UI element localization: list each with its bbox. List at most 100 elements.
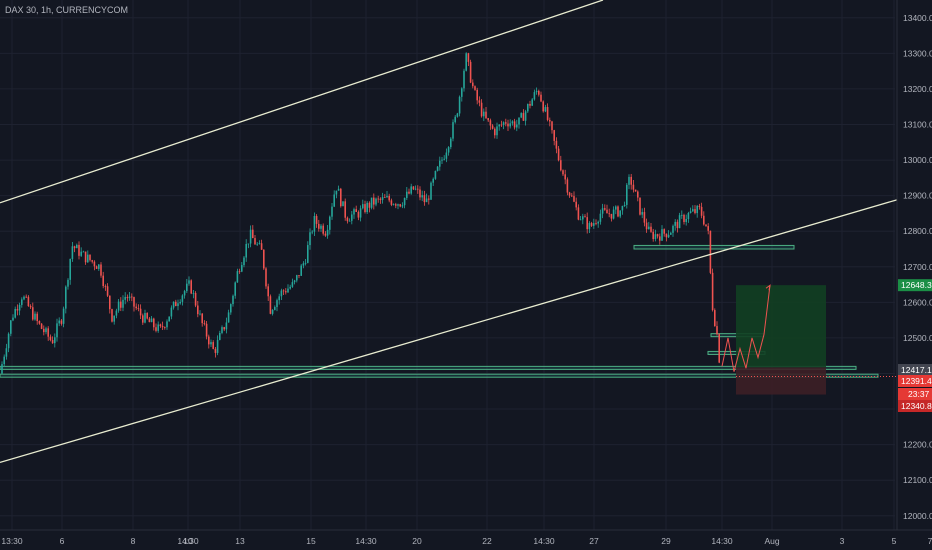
candle (678, 215, 681, 229)
support-zone (0, 365, 857, 370)
candle (227, 312, 230, 323)
candle (597, 221, 599, 224)
candle (335, 190, 338, 195)
candle (447, 147, 450, 153)
candle (623, 204, 626, 206)
candle (150, 318, 153, 323)
price-tick-label: 13300.0 (903, 48, 932, 58)
candle (573, 196, 575, 202)
price-tick-label: 12200.0 (903, 440, 932, 450)
candle (351, 214, 353, 221)
candle (142, 315, 144, 323)
candle (665, 233, 668, 238)
candle (472, 82, 474, 87)
candle (10, 320, 12, 334)
price-tick-label: 13200.0 (903, 84, 932, 94)
candle (406, 191, 408, 198)
candle (469, 61, 472, 83)
candle (78, 244, 80, 256)
candle (403, 197, 406, 206)
candle (280, 290, 283, 297)
candle (208, 336, 210, 345)
candle (599, 213, 602, 222)
time-tick-label: 20 (412, 536, 422, 546)
candle (298, 275, 300, 276)
candle (522, 113, 525, 121)
candle (214, 348, 217, 353)
time-tick-label: 13:30 (1, 536, 23, 546)
candle (586, 217, 588, 230)
candle (76, 244, 78, 249)
candle (282, 290, 285, 292)
candle (555, 140, 558, 149)
time-tick-label: 13 (235, 536, 245, 546)
candle (564, 174, 566, 180)
candle (302, 263, 305, 266)
candle (518, 117, 520, 125)
candle (694, 209, 696, 214)
candle (247, 243, 250, 245)
price-tick-label: 13400.0 (903, 13, 932, 23)
candle (392, 204, 395, 206)
candle (513, 121, 516, 128)
candle (659, 236, 661, 241)
candle (82, 251, 85, 253)
candle (177, 303, 179, 307)
candle (91, 260, 93, 262)
candle (619, 210, 621, 217)
candle (271, 309, 274, 314)
candle (192, 292, 195, 294)
candle (128, 296, 131, 299)
candle (243, 257, 245, 266)
candle (43, 328, 45, 333)
candle (674, 221, 676, 226)
candle (439, 160, 441, 167)
candle (645, 222, 648, 230)
price-tick-label: 12000.0 (903, 511, 932, 521)
candle (384, 197, 386, 198)
support-zone (0, 373, 879, 378)
candle (454, 116, 456, 123)
price-tick-label: 12700.0 (903, 262, 932, 272)
candle (331, 206, 333, 217)
candle (315, 215, 318, 224)
grid (0, 0, 931, 530)
candle (14, 309, 16, 318)
candle (395, 204, 397, 206)
candle (687, 212, 690, 219)
candle (399, 204, 401, 207)
candle (575, 201, 577, 208)
time-tick-label: 14:30 (355, 536, 377, 546)
symbol-legend: DAX 30, 1h, CURRENCYCOM (5, 5, 129, 15)
candle (595, 223, 597, 224)
candle (16, 309, 19, 311)
price-tick-label: 12900.0 (903, 191, 932, 201)
candle (531, 99, 533, 106)
candle (54, 337, 56, 344)
candle (606, 209, 608, 214)
candle (232, 295, 234, 305)
candle (197, 305, 199, 315)
price-axis[interactable]: 12000.012100.012200.012300.012400.012500… (896, 0, 932, 550)
candle (634, 189, 637, 192)
candle (313, 215, 316, 232)
candle (249, 229, 252, 244)
candle (194, 292, 197, 306)
candle (355, 209, 357, 212)
time-tick-label: 14:30 (177, 536, 199, 546)
candle (707, 226, 709, 231)
candle (604, 208, 606, 210)
candle (359, 208, 362, 218)
candle (397, 204, 399, 206)
candle (5, 348, 8, 357)
candle (716, 326, 718, 335)
candle (40, 323, 43, 329)
candle (12, 317, 14, 321)
candle (73, 246, 76, 249)
lower-channel-line (0, 198, 900, 464)
target-box (736, 285, 826, 368)
candle (590, 223, 593, 226)
